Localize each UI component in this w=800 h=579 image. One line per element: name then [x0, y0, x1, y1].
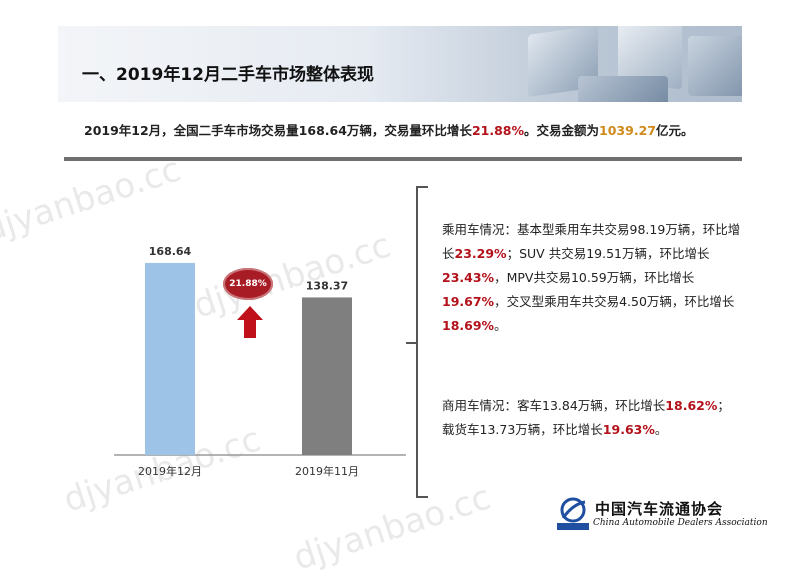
paragraph-text: ，交叉型乘用车共交易4.50万辆，环比增长: [494, 294, 735, 309]
bar-value-label: 138.37: [306, 279, 348, 292]
bracket-tick: [406, 342, 418, 344]
category-label: 2019年12月: [138, 464, 202, 478]
summary-text: 亿元。: [655, 123, 694, 138]
paragraph-text: 乘用车情况：基本型乘用车共交易98.19万辆，环比增长: [442, 222, 741, 261]
bar-chart: 168.64 2019年12月 138.37 2019年11月: [114, 245, 406, 478]
growth-value: 23.29%: [454, 246, 507, 261]
summary-growth: 21.88%: [471, 123, 525, 138]
summary-text: 2019年12月，全国二手车市场交易量168.64万辆，交易量环比增长: [84, 123, 472, 138]
growth-value: 18.62%: [665, 398, 718, 413]
logo-chinese: 中国汽车流通协会: [595, 500, 724, 518]
bracket: [416, 186, 432, 498]
cada-logo: 中国汽车流通协会 China Automobile Dealers Associ…: [555, 496, 768, 536]
decor-cube: [578, 76, 668, 102]
paragraph-text: ；SUV 共交易19.51万辆，环比增长: [506, 246, 710, 261]
summary-text: 。交易金额为: [524, 123, 600, 138]
category-label: 2019年11月: [295, 464, 359, 478]
growth-value: 18.69%: [442, 318, 495, 333]
passenger-car-paragraph: 乘用车情况：基本型乘用车共交易98.19万辆，环比增长23.29%；SUV 共交…: [442, 218, 742, 338]
bar: [145, 262, 195, 455]
growth-badge: 21.88%: [223, 268, 273, 300]
cada-emblem-icon: [557, 497, 589, 530]
page-title: 一、2019年12月二手车市场整体表现: [82, 65, 374, 85]
divider: [64, 157, 742, 161]
header-banner: 一、2019年12月二手车市场整体表现: [58, 26, 742, 102]
paragraph-text: 。: [654, 422, 668, 437]
summary-line: 2019年12月，全国二手车市场交易量168.64万辆，交易量环比增长21.88…: [84, 120, 693, 139]
up-arrow-icon: [237, 306, 263, 338]
paragraph-text: 。: [494, 318, 507, 333]
paragraph-text: 商用车情况：客车13.84万辆，环比增长: [442, 398, 666, 413]
growth-value: 19.63%: [602, 422, 655, 437]
paragraph-text: ，MPV共交易10.59万辆，环比增长: [494, 270, 695, 285]
growth-value: 19.67%: [442, 294, 495, 309]
summary-amount: 1039.27: [599, 123, 656, 138]
bar: [302, 297, 352, 455]
logo-english: China Automobile Dealers Association: [593, 518, 768, 528]
growth-value: 23.43%: [442, 270, 495, 285]
bar-value-label: 168.64: [149, 245, 192, 258]
decor-cube: [688, 36, 742, 96]
commercial-car-paragraph: 商用车情况：客车13.84万辆，环比增长18.62%；载货车13.73万辆，环比…: [442, 394, 742, 442]
paragraph-text: ；载货车13.73万辆，环比增长: [442, 398, 730, 437]
